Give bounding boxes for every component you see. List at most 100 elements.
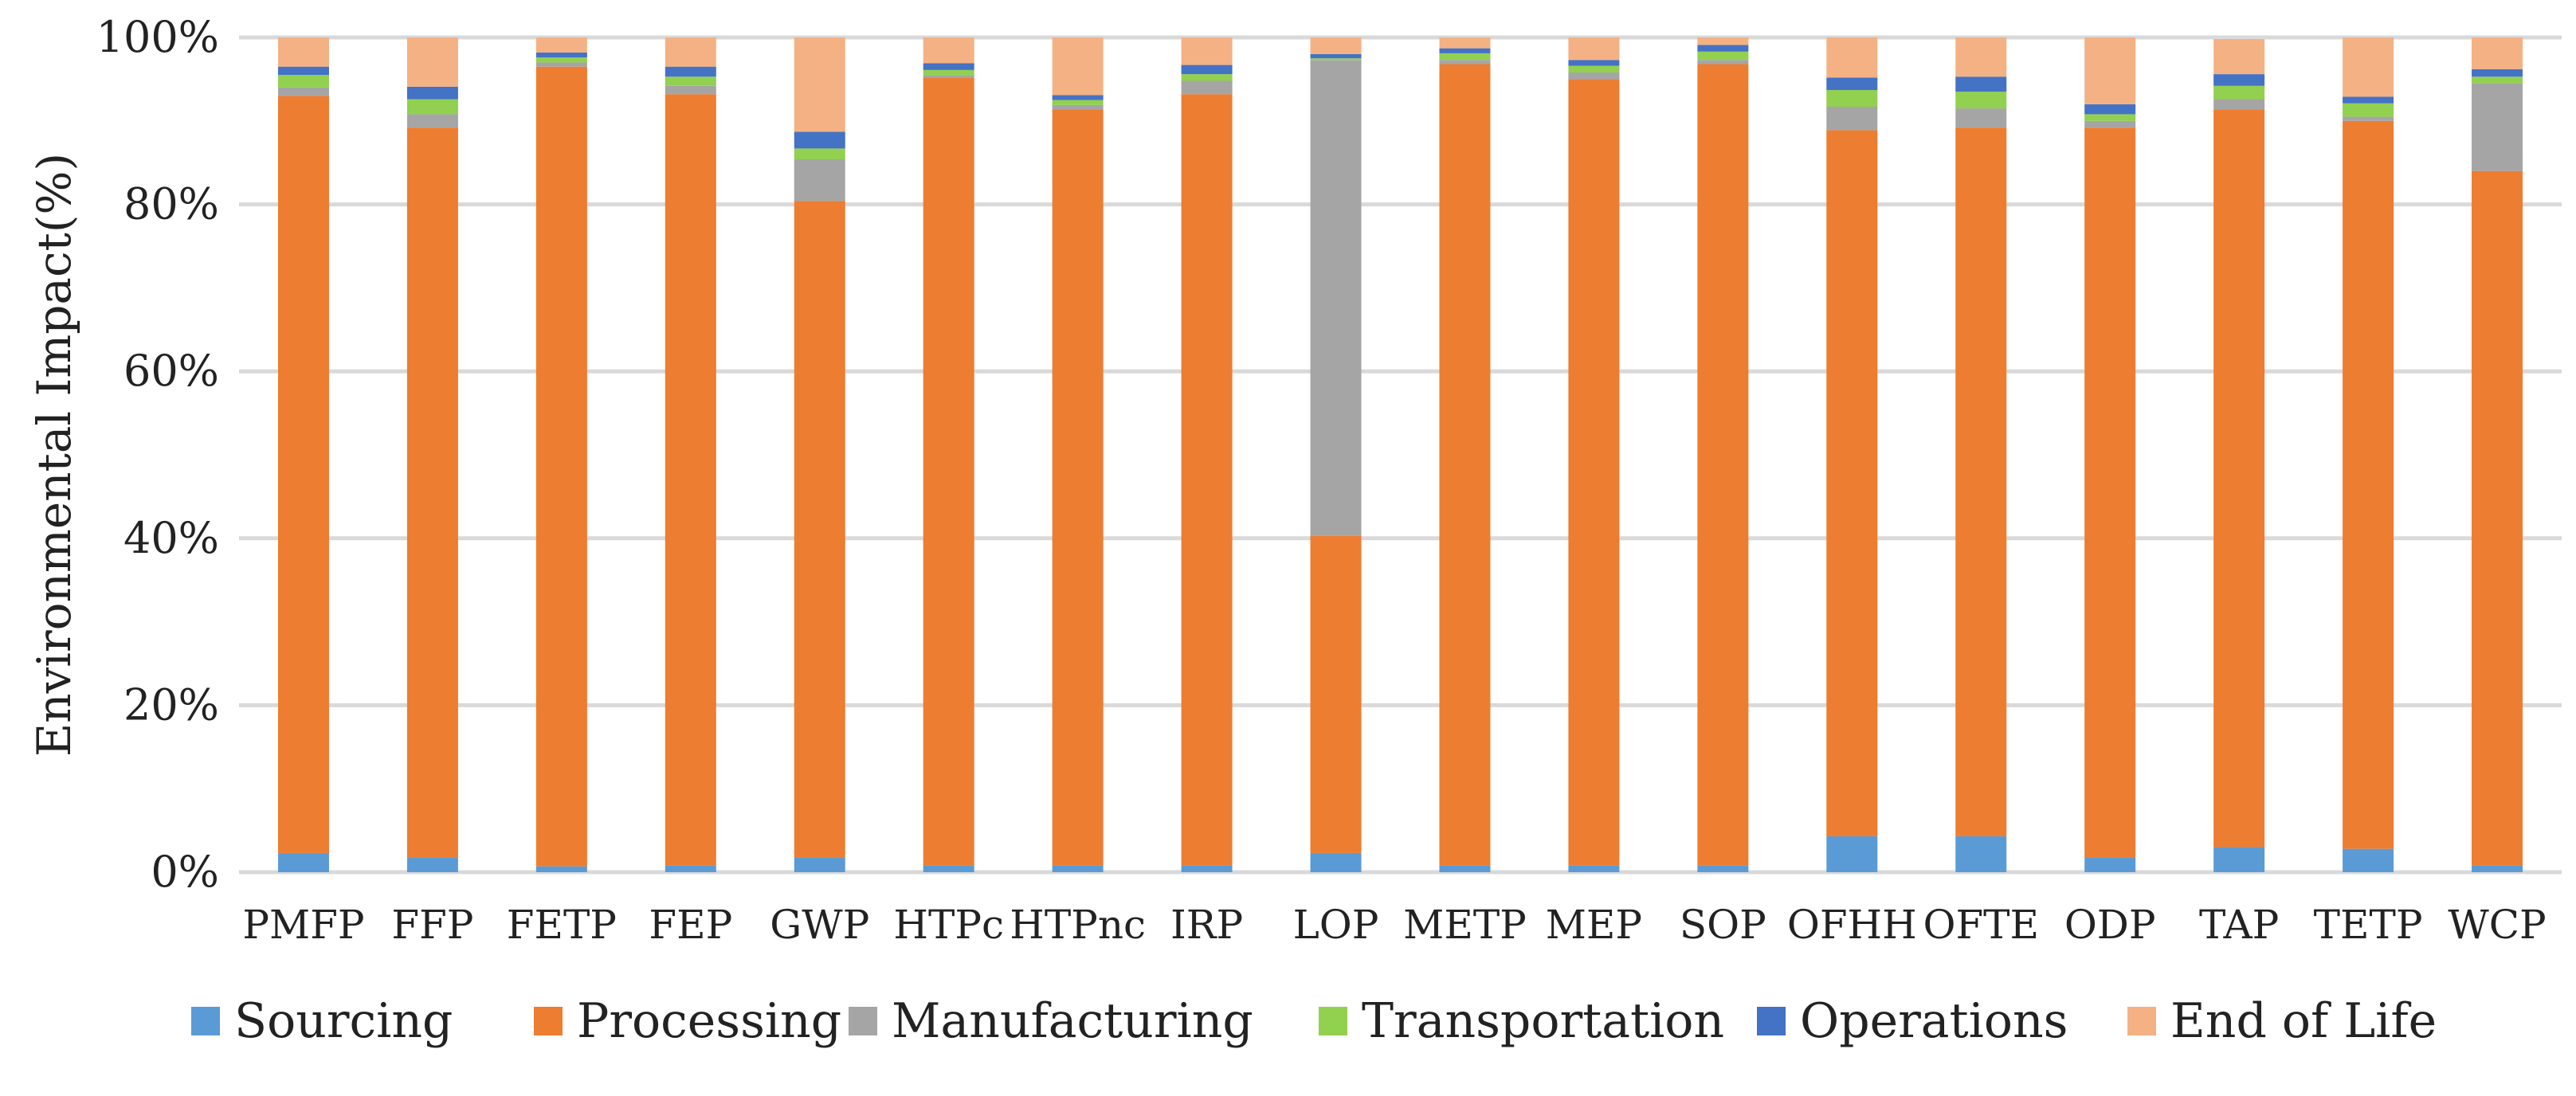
x-tick-label-tetp: TETP — [2314, 902, 2423, 948]
y-tick-label: 80% — [124, 179, 219, 229]
x-tick-label-tap: TAP — [2199, 902, 2279, 948]
bar-segment-ofhh-end-of-life — [1826, 37, 1878, 78]
legend-label-end-of-life: End of Life — [2170, 993, 2437, 1049]
bar-segment-ofhh-transportation — [1826, 90, 1878, 107]
legend-label-transportation: Transportation — [1362, 993, 1724, 1049]
bar-segment-pmfp-operations — [277, 66, 329, 76]
bar-segment-ffp-processing — [406, 127, 458, 858]
bar-segment-fep-sourcing — [665, 865, 716, 872]
bar-segment-mep-manufacturing — [1568, 72, 1620, 80]
bar-segment-tap-transportation — [2213, 85, 2265, 100]
bar-segment-tetp-processing — [2343, 120, 2394, 849]
bar-segment-fetp-processing — [535, 66, 587, 867]
x-tick-label-fetp: FETP — [507, 902, 617, 948]
x-tick-label-lop: LOP — [1293, 902, 1379, 948]
bar-segment-ffp-operations — [406, 86, 458, 100]
bar-segment-htpc-processing — [923, 77, 974, 866]
bar-segment-tetp-sourcing — [2343, 848, 2394, 872]
bar-segment-gwp-transportation — [794, 148, 845, 160]
legend-label-manufacturing: Manufacturing — [892, 993, 1253, 1049]
y-tick-label: 60% — [124, 346, 219, 396]
bar-segment-odp-transportation — [2084, 114, 2136, 121]
bar-segment-metp-sourcing — [1439, 865, 1491, 872]
legend-swatch-end-of-life — [2127, 1007, 2156, 1035]
bar-segment-irp-sourcing — [1181, 865, 1233, 872]
bar-segment-gwp-manufacturing — [794, 159, 845, 202]
bar-segment-tap-manufacturing — [2213, 99, 2265, 110]
bar-segment-pmfp-sourcing — [277, 852, 329, 872]
bar-segment-ffp-end-of-life — [406, 37, 458, 87]
bar-segment-lop-end-of-life — [1310, 37, 1362, 54]
bar-segment-ffp-transportation — [406, 99, 458, 115]
bar-segment-htpnc-end-of-life — [1052, 37, 1104, 96]
bar-segment-ofhh-operations — [1826, 77, 1878, 91]
bar-segment-irp-end-of-life — [1181, 37, 1233, 65]
bar-segment-tap-end-of-life — [2213, 39, 2265, 75]
bar-segment-sop-end-of-life — [1697, 37, 1749, 45]
bar-segment-pmfp-end-of-life — [277, 37, 329, 67]
bar-segment-sop-sourcing — [1697, 865, 1749, 872]
bar-segment-irp-processing — [1181, 94, 1233, 866]
bar-segment-fetp-sourcing — [535, 866, 587, 872]
x-tick-label-metp: METP — [1403, 902, 1527, 948]
x-tick-label-pmfp: PMFP — [242, 902, 364, 948]
bar-segment-lop-operations — [1310, 53, 1362, 59]
bar-segment-htpc-operations — [923, 63, 974, 70]
bar-segment-irp-operations — [1181, 65, 1233, 75]
bar-segment-lop-transportation — [1310, 58, 1362, 61]
x-tick-label-odp: ODP — [2064, 902, 2156, 948]
bar-segment-fetp-end-of-life — [535, 37, 587, 53]
bar-segment-htpnc-transportation — [1052, 100, 1104, 105]
bar-segment-fep-manufacturing — [665, 85, 716, 95]
bar-segment-tetp-operations — [2343, 96, 2394, 104]
legend-swatch-operations — [1757, 1007, 1786, 1035]
bar-segment-odp-sourcing — [2084, 857, 2136, 872]
bar-segment-fetp-transportation — [535, 57, 587, 63]
bar-segment-irp-manufacturing — [1181, 80, 1233, 95]
axes: 0% 20% 40% 60% 80% 100% PMFP FFP FETP FEP GWP HTPc H… — [27, 12, 2547, 948]
bar-segment-mep-transportation — [1568, 65, 1620, 73]
y-tick-label: 0% — [151, 847, 219, 897]
x-tick-label-fep: FEP — [649, 902, 732, 948]
x-tick-label-wcp: WCP — [2448, 902, 2546, 948]
bar-segment-ofte-sourcing — [1955, 836, 2007, 872]
bar-segment-metp-end-of-life — [1439, 37, 1491, 49]
bar-segment-htpnc-sourcing — [1052, 865, 1104, 872]
bar-segment-tap-processing — [2213, 109, 2265, 847]
bar-segment-sop-processing — [1697, 64, 1749, 866]
bar-segment-fetp-operations — [535, 52, 587, 58]
bar-segment-wcp-manufacturing — [2472, 83, 2523, 171]
legend-swatch-manufacturing — [849, 1007, 877, 1035]
bar-segment-odp-processing — [2084, 127, 2136, 858]
bar-segment-wcp-processing — [2472, 170, 2523, 866]
bar-segment-lop-sourcing — [1310, 852, 1362, 872]
bar-segment-wcp-end-of-life — [2472, 37, 2523, 69]
bar-segment-htpc-end-of-life — [923, 37, 974, 64]
bar-segment-fep-operations — [665, 66, 716, 77]
bar-segment-ofhh-sourcing — [1826, 836, 1878, 872]
bar-segment-metp-transportation — [1439, 53, 1491, 61]
bar-segment-metp-manufacturing — [1439, 60, 1491, 65]
bars — [277, 37, 2523, 872]
x-tick-label-sop: SOP — [1680, 902, 1766, 948]
bar-segment-ofte-transportation — [1955, 92, 2007, 109]
bar-segment-tetp-manufacturing — [2343, 116, 2394, 121]
bar-segment-mep-end-of-life — [1568, 37, 1620, 61]
bar-segment-sop-transportation — [1697, 51, 1749, 61]
bar-segment-wcp-transportation — [2472, 76, 2523, 84]
bar-segment-pmfp-processing — [277, 96, 329, 853]
bar-segment-metp-processing — [1439, 64, 1491, 866]
bar-segment-fep-end-of-life — [665, 37, 716, 67]
bar-segment-pmfp-manufacturing — [277, 87, 329, 96]
x-tick-label-htpc: HTPc — [893, 902, 1004, 948]
bar-segment-pmfp-transportation — [277, 75, 329, 88]
bar-segment-mep-sourcing — [1568, 865, 1620, 872]
bar-segment-sop-manufacturing — [1697, 60, 1749, 65]
bar-segment-htpc-sourcing — [923, 865, 974, 872]
bar-segment-tap-operations — [2213, 74, 2265, 86]
bar-segment-tap-sourcing — [2213, 847, 2265, 872]
y-tick-label: 20% — [124, 679, 219, 730]
bar-segment-odp-manufacturing — [2084, 120, 2136, 128]
bar-segment-gwp-processing — [794, 201, 845, 858]
